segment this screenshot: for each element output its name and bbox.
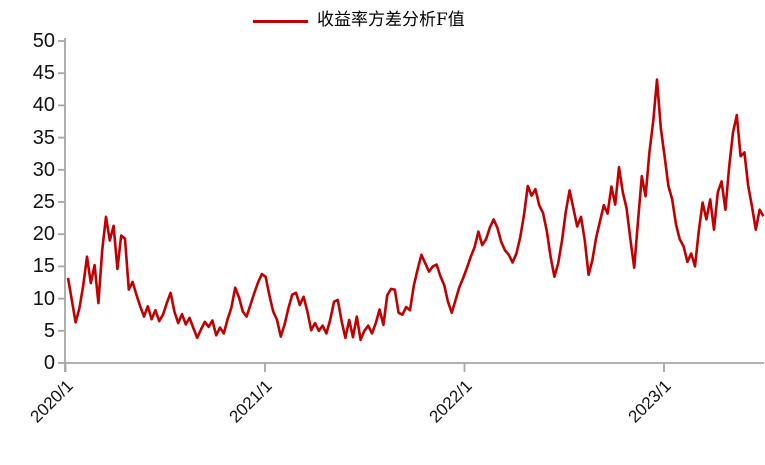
legend-line-swatch xyxy=(253,20,308,23)
y-tick-label: 10 xyxy=(32,287,55,310)
y-tick-label: 15 xyxy=(32,255,55,278)
legend: 收益率方差分析F值 xyxy=(253,12,465,31)
y-tick-label: 35 xyxy=(32,126,55,149)
y-tick-label: 25 xyxy=(32,191,55,213)
y-tick-label: 30 xyxy=(32,158,55,181)
y-tick-label: 20 xyxy=(32,223,55,246)
y-tick-label: 0 xyxy=(43,352,55,374)
f-value-series-line xyxy=(66,78,765,342)
legend-label: 收益率方差分析F值 xyxy=(317,10,465,30)
y-tick-label: 50 xyxy=(32,30,55,52)
y-tick-label: 40 xyxy=(32,94,55,117)
y-tick-label: 45 xyxy=(32,62,55,85)
y-tick-label: 5 xyxy=(43,319,55,342)
